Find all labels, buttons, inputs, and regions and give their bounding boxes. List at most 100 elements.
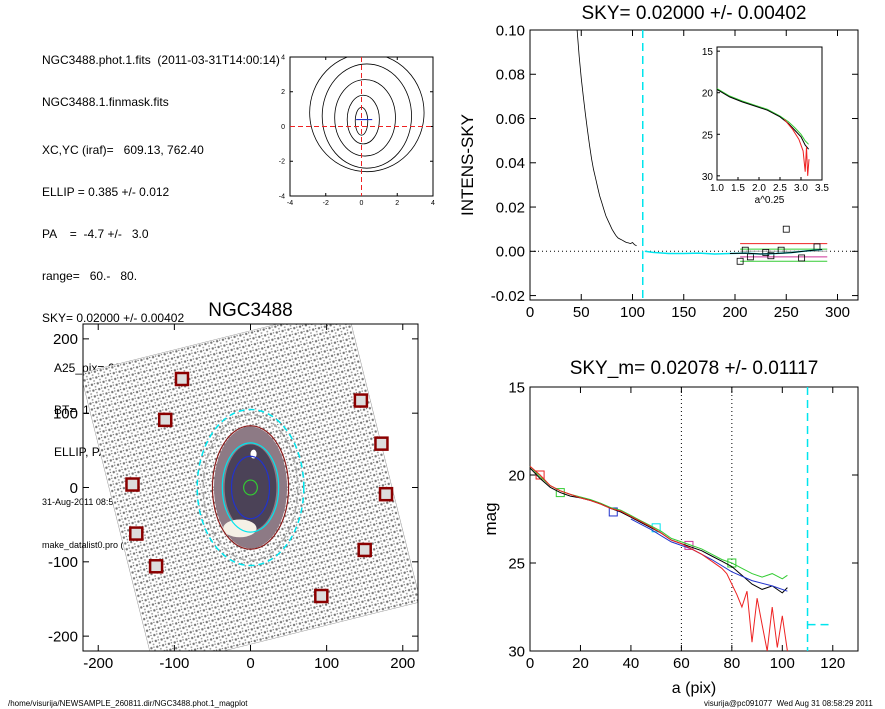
header-line6: range= 60.- 80. [42,269,138,283]
image-xtick-label: -100 [159,655,189,672]
sky-xtick-label: 300 [825,304,850,321]
inset-xtick-label: 1.5 [731,183,745,194]
image-xtick-label: 200 [390,655,415,672]
sky-ytick-label: 0.00 [496,244,525,261]
sky-xtick-label: 200 [722,304,747,321]
mask-square [125,477,140,492]
galaxy-isophote [211,425,290,550]
inset-xtick-label: 2.5 [773,183,787,194]
mask-square [353,393,369,408]
mask-square [378,486,394,502]
mask-square [357,542,372,558]
sky-square-marker [741,246,749,254]
inset-ytick-label: 25 [702,130,714,141]
inset-series-line [783,118,810,176]
mag-frame [529,386,859,652]
sky-square-marker [777,246,785,254]
sky-xtick-label: 0 [526,304,534,321]
inset-xtick-label: 2.0 [752,183,766,194]
image-xtick-label: 0 [246,655,254,672]
contour-ytick-label: 2 [281,89,285,96]
galaxy-isophote [230,455,271,520]
image-ytick-label: 200 [53,331,78,348]
clip-contour-group [290,57,433,196]
sky-ytick-label: -0.02 [491,288,525,305]
mask-square [314,588,329,604]
galaxy-isophote [221,442,280,533]
mag-series-line [529,465,788,652]
clip-image-group [83,324,418,651]
clip-sky-group [530,30,858,300]
contour-ytick-label: 4 [281,54,285,61]
galaxy-isophote [202,413,299,562]
image-ytick-label: -100 [48,554,78,571]
image-title: NGC3488 [208,300,293,321]
mask-square [129,526,144,541]
sky-ylabel: INTENS-SKY [458,114,477,216]
inset-xlabel: a^0.25 [755,195,785,206]
contour-xtick-label: -4 [287,200,293,207]
inset-ytick-label: 30 [702,172,714,183]
contour-ytick-label: -4 [279,193,285,200]
contour-ytick-label: -2 [279,159,285,166]
image-xtick-label: -200 [83,655,113,672]
contour-xtick-label: -2 [323,200,329,207]
footer-path: /home/visurija/NEWSAMPLE_260811.dir/NGC3… [8,699,248,708]
sky-square-marker [762,249,770,256]
mag-xtick-label: 20 [572,655,589,672]
sky-xtick-label: 250 [774,304,799,321]
galaxy-isophote [243,479,258,496]
sky-ytick-label: 0.08 [496,67,525,84]
sky-square-marker [782,225,790,233]
sky-ytick-label: 0.06 [496,111,525,128]
header-line3: XC,YC (iraf)= 609.13, 762.40 [42,143,204,157]
contour-line [334,79,396,157]
mag-xlabel: a (pix) [672,680,716,697]
mask-square [148,559,164,574]
sky-flat-black [729,249,823,255]
contour-xtick-label: 0 [360,200,364,207]
inset-xtick-label: 3.0 [794,183,808,194]
sky-ytick-label: 0.04 [496,155,525,172]
mag-ytick-label: 15 [508,379,525,396]
mag-series-line [630,518,788,592]
sky-xtick-label: 150 [671,304,696,321]
inset-xtick-label: 3.5 [815,183,829,194]
footer-user: visurija@pc091077 Wed Aug 31 08:58:29 20… [704,699,873,708]
sky-xtick-label: 100 [620,304,645,321]
mag-xtick-label: 0 [526,655,534,672]
header-line1: NGC3488.phot.1.fits (2011-03-31T14:00:14… [42,53,280,67]
header-line4: ELLIP = 0.385 +/- 0.012 [42,185,170,199]
mag-xtick-label: 80 [724,655,741,672]
image-ytick-label: 100 [53,405,78,422]
mag-xtick-label: 60 [673,655,690,672]
sky-square-marker [798,254,806,262]
mask-square [157,412,173,428]
image-xtick-label: 100 [314,655,339,672]
mag-title: SKY_m= 0.02078 +/- 0.01117 [570,358,819,379]
galaxy-isophote [196,408,305,567]
inset-series-line [716,88,809,145]
mask-square [174,371,190,387]
clip-mag-group [535,387,833,651]
mag-series-line [529,465,788,580]
contour-xtick-label: 2 [395,200,399,207]
image-ytick-label: -200 [48,628,78,645]
mask-square [374,436,389,451]
inset-ytick-label: 20 [702,89,714,100]
mag-ytick-label: 20 [508,467,525,484]
sky-title: SKY= 0.02000 +/- 0.00402 [581,3,806,24]
mag-ytick-label: 30 [508,643,525,660]
image-ytick-label: 0 [70,480,78,497]
sky-frame [529,29,859,301]
mag-xtick-label: 40 [623,655,640,672]
galaxy-inner [224,444,277,531]
contour-xtick-label: 4 [431,200,435,207]
sky-ytick-label: 0.10 [496,22,525,39]
header-line2: NGC3488.1.finmask.fits [42,95,169,109]
sky-square-marker [736,257,744,265]
mag-ylabel: mag [481,502,500,535]
contour-line [346,94,380,145]
sky-ytick-label: 0.02 [496,199,525,216]
